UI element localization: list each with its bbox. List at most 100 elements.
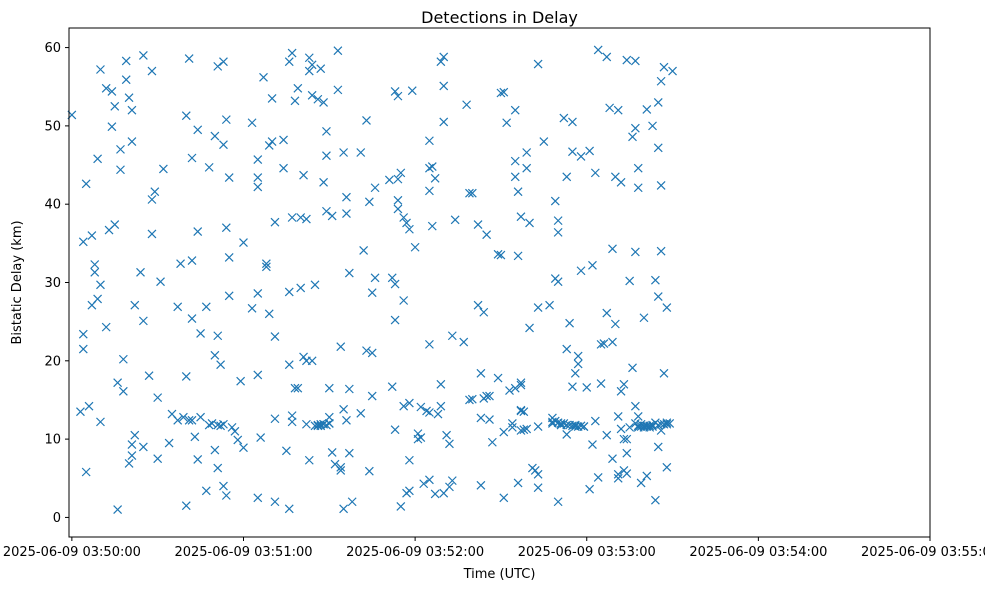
data-point	[653, 143, 663, 153]
data-point	[662, 462, 672, 472]
data-point	[467, 188, 477, 198]
data-point	[550, 416, 560, 426]
data-point	[613, 105, 623, 115]
data-point	[184, 415, 194, 425]
data-point	[610, 319, 620, 329]
data-point	[256, 433, 266, 442]
data-point	[513, 478, 523, 488]
data-point	[187, 153, 197, 163]
data-point	[573, 359, 583, 369]
data-point	[96, 65, 105, 74]
data-point	[662, 419, 672, 429]
data-point	[138, 316, 148, 326]
data-point	[625, 422, 635, 432]
data-point	[221, 115, 231, 125]
data-point	[216, 360, 226, 370]
x-axis-label: Time (UTC)	[463, 567, 536, 582]
data-point	[87, 231, 97, 240]
data-point	[447, 331, 457, 341]
data-point	[570, 368, 580, 378]
data-point	[187, 256, 197, 265]
data-point	[433, 409, 443, 419]
data-point	[659, 62, 669, 72]
data-point	[78, 329, 88, 339]
data-point	[653, 442, 663, 452]
data-point	[261, 262, 271, 272]
data-point	[193, 455, 203, 464]
data-point	[482, 391, 492, 401]
data-point	[616, 177, 626, 187]
data-point	[304, 66, 314, 76]
data-point	[233, 435, 243, 445]
data-point	[485, 391, 494, 401]
data-point	[253, 289, 263, 298]
data-point	[430, 173, 440, 183]
data-point	[513, 251, 523, 261]
data-point	[93, 294, 103, 304]
y-axis-label: Bistatic Delay (km)	[10, 220, 25, 344]
data-point	[193, 125, 203, 135]
data-point	[519, 407, 529, 417]
data-point	[533, 483, 543, 493]
data-point	[370, 273, 380, 283]
data-point	[404, 486, 414, 496]
data-point	[522, 424, 532, 434]
data-point	[176, 259, 185, 269]
data-point	[656, 180, 666, 190]
x-tick-label: 2025-06-09 03:52:00	[346, 545, 484, 560]
data-point	[307, 60, 317, 70]
data-point	[224, 253, 234, 262]
data-point	[150, 187, 160, 197]
data-point	[450, 215, 460, 225]
data-point	[342, 415, 351, 425]
data-point	[184, 54, 194, 63]
data-point	[127, 137, 137, 146]
data-point	[319, 177, 329, 187]
data-point	[436, 379, 446, 389]
data-point	[396, 502, 406, 511]
data-point	[347, 497, 357, 507]
data-point	[516, 378, 526, 388]
data-point	[78, 344, 88, 354]
data-point	[630, 56, 640, 66]
data-point	[193, 227, 203, 237]
data-point	[267, 94, 277, 103]
data-point	[516, 380, 526, 390]
data-point	[424, 136, 434, 146]
data-point	[196, 328, 206, 338]
data-point	[507, 419, 517, 428]
data-point	[279, 135, 288, 145]
data-point	[545, 300, 554, 310]
data-point	[264, 141, 274, 150]
data-point	[608, 244, 617, 254]
data-point	[476, 413, 486, 423]
data-point	[445, 482, 454, 492]
data-point	[107, 122, 117, 132]
data-point	[118, 354, 128, 364]
data-point	[416, 433, 426, 442]
data-point	[613, 469, 623, 479]
data-point	[316, 64, 326, 74]
data-point	[173, 302, 183, 312]
data-point	[247, 303, 257, 313]
data-point	[608, 454, 617, 464]
data-point	[519, 425, 529, 435]
data-point	[307, 90, 317, 100]
data-point	[656, 76, 666, 86]
data-point	[221, 491, 231, 500]
data-point	[533, 422, 543, 432]
data-point	[556, 419, 566, 428]
data-point	[227, 422, 237, 432]
data-point	[110, 101, 120, 111]
data-point	[642, 105, 652, 114]
data-point	[424, 408, 434, 417]
data-point	[153, 454, 163, 464]
data-point	[319, 97, 329, 107]
data-point	[496, 250, 506, 260]
data-point	[187, 314, 197, 323]
data-point	[296, 283, 306, 293]
data-point	[487, 437, 497, 447]
data-point	[384, 175, 394, 185]
data-point	[219, 140, 228, 150]
data-point	[668, 66, 677, 76]
